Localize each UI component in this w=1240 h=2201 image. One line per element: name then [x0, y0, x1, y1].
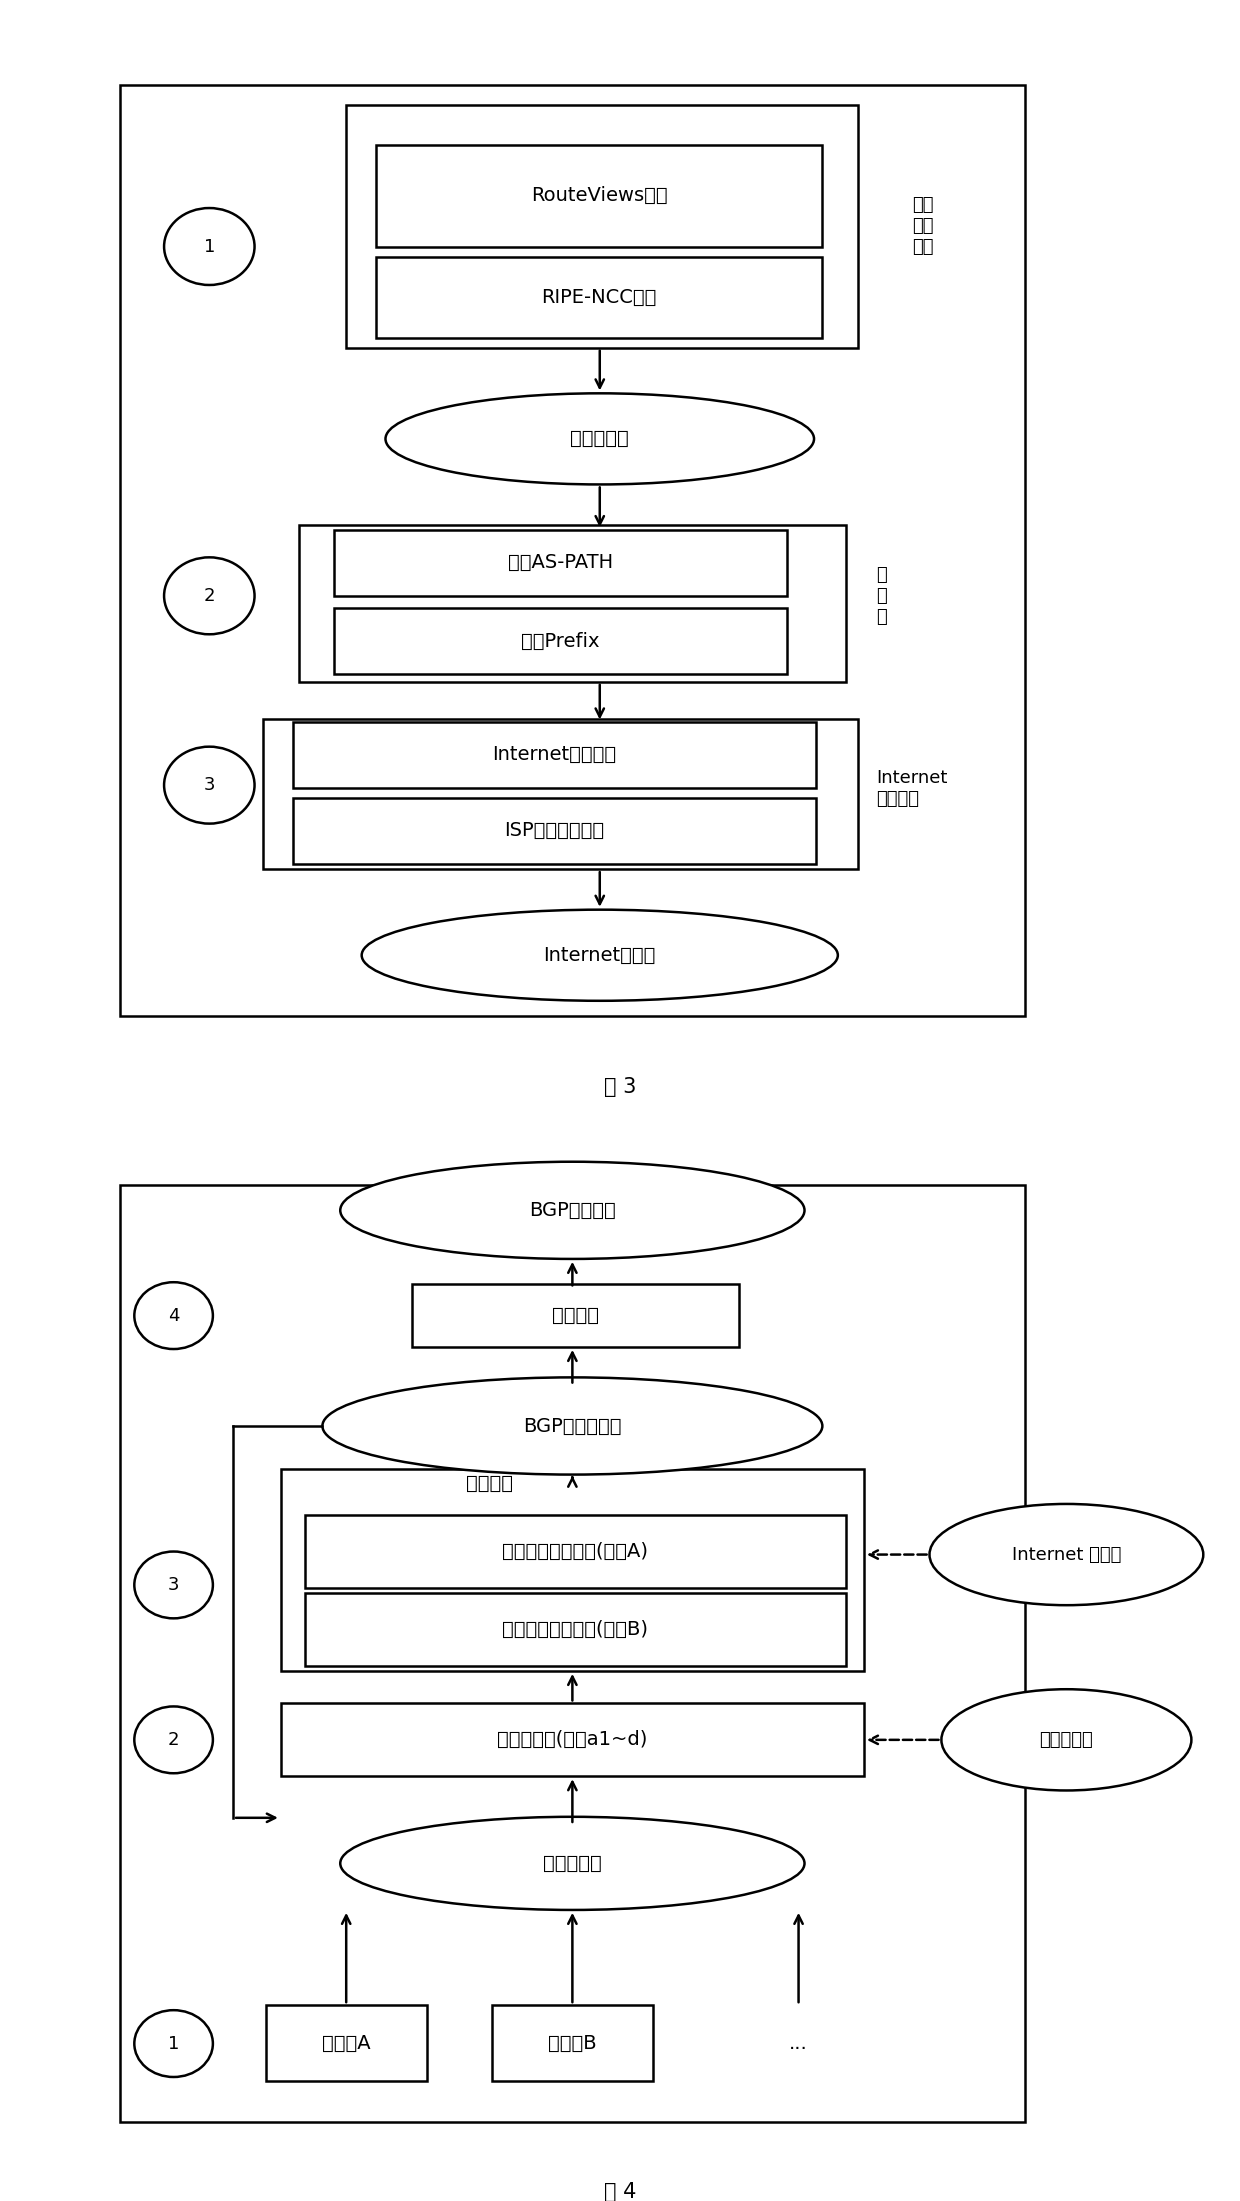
Text: 路由数据库: 路由数据库 — [570, 429, 629, 449]
Text: 监测点B: 监测点B — [548, 2034, 596, 2054]
Circle shape — [134, 1552, 213, 1618]
Circle shape — [134, 1706, 213, 1774]
Text: Internet 模型库: Internet 模型库 — [1012, 1545, 1121, 1563]
Text: Internet模型库: Internet模型库 — [543, 946, 656, 964]
Circle shape — [164, 209, 254, 284]
Bar — [412, 1283, 739, 1347]
Text: RIPE-NCC数据: RIPE-NCC数据 — [542, 288, 657, 306]
Text: 4: 4 — [167, 1307, 180, 1325]
Bar — [280, 1704, 864, 1776]
Text: 路由表数据: 路由表数据 — [543, 1853, 601, 1873]
Bar — [293, 722, 816, 788]
Text: 监测点A: 监测点A — [322, 2034, 371, 2054]
Text: 2: 2 — [167, 1730, 180, 1750]
Text: Internet层次关系: Internet层次关系 — [492, 746, 616, 764]
Text: ISP商业互连关系: ISP商业互连关系 — [505, 821, 605, 841]
Text: 1: 1 — [167, 2034, 180, 2054]
Text: 基本信息库: 基本信息库 — [1039, 1730, 1094, 1750]
Text: 基于Prefix: 基于Prefix — [521, 632, 600, 651]
Ellipse shape — [386, 394, 813, 484]
Text: BGP异常数据库: BGP异常数据库 — [523, 1417, 621, 1435]
Ellipse shape — [941, 1688, 1192, 1789]
Text: 3: 3 — [203, 777, 215, 795]
Bar — [299, 526, 846, 682]
Ellipse shape — [930, 1503, 1203, 1605]
Text: 1: 1 — [203, 238, 215, 255]
Text: 专项检测: 专项检测 — [465, 1475, 512, 1492]
Bar — [305, 1514, 846, 1587]
Ellipse shape — [340, 1162, 805, 1259]
Bar — [492, 2005, 652, 2082]
Text: BGP异常报告: BGP异常报告 — [529, 1202, 616, 1219]
Bar — [120, 84, 1024, 1017]
Bar — [346, 106, 858, 348]
Text: Internet
模型生成: Internet 模型生成 — [875, 768, 947, 808]
Circle shape — [164, 746, 254, 823]
Text: 违背层次关系模型(规则A): 违背层次关系模型(规则A) — [502, 1543, 649, 1561]
Text: 图 4: 图 4 — [604, 2183, 636, 2201]
Text: ...: ... — [789, 2034, 808, 2054]
Text: 3: 3 — [167, 1576, 180, 1594]
Bar — [335, 530, 786, 596]
Circle shape — [134, 1283, 213, 1349]
Ellipse shape — [340, 1816, 805, 1910]
Bar — [376, 145, 822, 247]
Text: 图 3: 图 3 — [604, 1076, 636, 1096]
Text: 路由
数据
采集: 路由 数据 采集 — [911, 196, 934, 255]
Ellipse shape — [362, 909, 838, 1001]
Bar — [335, 607, 786, 674]
Text: 预
处
理: 预 处 理 — [875, 566, 887, 625]
Bar — [280, 1468, 864, 1671]
Bar — [293, 799, 816, 865]
Bar — [265, 2005, 427, 2082]
Circle shape — [164, 557, 254, 634]
Circle shape — [134, 2010, 213, 2078]
Text: RouteViews数据: RouteViews数据 — [531, 187, 667, 205]
Text: 报告生成: 报告生成 — [552, 1305, 599, 1325]
Text: 违背商业关系模型(规则B): 违背商业关系模型(规则B) — [502, 1620, 649, 1640]
Ellipse shape — [322, 1378, 822, 1475]
Bar — [263, 720, 858, 869]
Bar — [376, 258, 822, 337]
Text: 2: 2 — [203, 588, 215, 605]
Text: 一般性检测(规则a1~d): 一般性检测(规则a1~d) — [497, 1730, 647, 1750]
Text: 基于AS-PATH: 基于AS-PATH — [508, 552, 613, 572]
Bar — [305, 1594, 846, 1666]
Bar — [120, 1184, 1024, 2122]
